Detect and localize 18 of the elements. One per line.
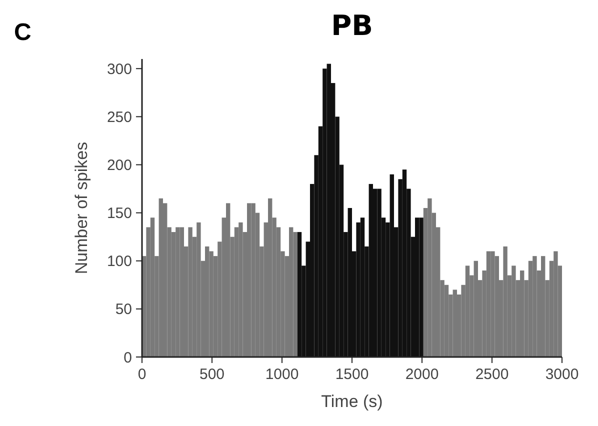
x-tick-label: 3000 bbox=[545, 366, 579, 383]
y-tick-label: 200 bbox=[106, 156, 132, 174]
y-axis-title: Number of spikes bbox=[72, 142, 91, 274]
x-tick-label: 1500 bbox=[335, 366, 369, 383]
x-axis-title: Time (s) bbox=[321, 392, 383, 411]
x-tick-label: 0 bbox=[138, 366, 146, 383]
y-tick-label: 150 bbox=[106, 205, 132, 222]
y-tick-label: 100 bbox=[106, 253, 132, 270]
text: C bbox=[14, 19, 32, 46]
chart-title: PB bbox=[331, 9, 373, 42]
y-tick-label: 250 bbox=[106, 108, 132, 126]
y-tick-label: 50 bbox=[115, 301, 132, 318]
y-tick-label: 300 bbox=[106, 60, 132, 78]
y-tick-label: 0 bbox=[124, 349, 132, 366]
x-tick-label: 1000 bbox=[265, 366, 299, 383]
x-tick-label: 2500 bbox=[475, 366, 509, 383]
x-tick-label: 2000 bbox=[405, 366, 439, 383]
x-tick-label: 500 bbox=[199, 366, 225, 383]
